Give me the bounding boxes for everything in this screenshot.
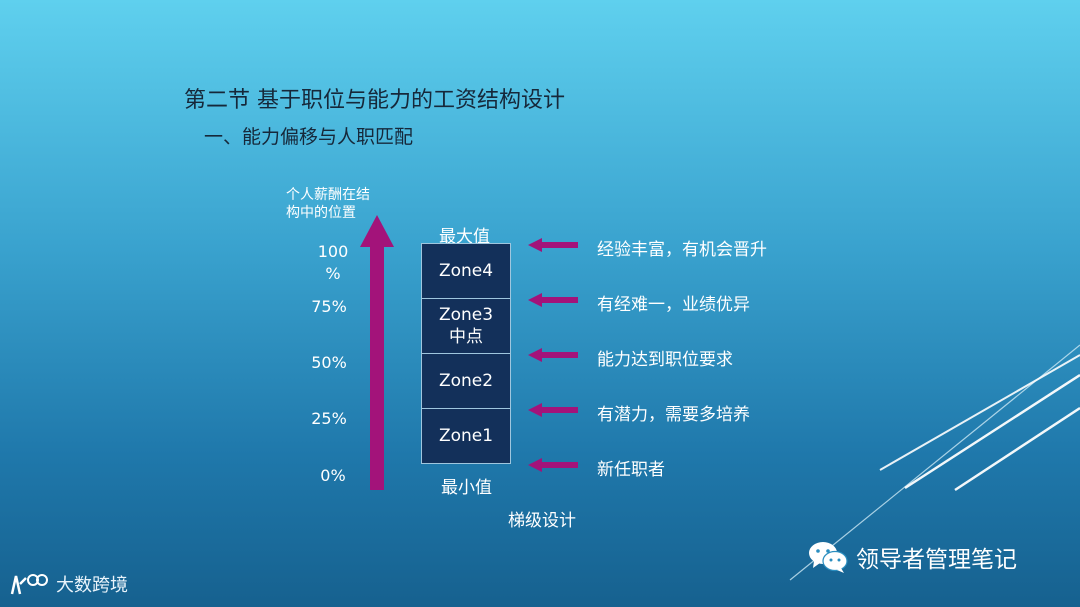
left-arrow-icon <box>528 293 578 307</box>
zone-4: Zone4 <box>421 243 511 299</box>
percent-label-50: 50% <box>311 353 347 372</box>
brand-logo-text: 大数跨境 <box>56 575 128 596</box>
left-arrow-icon <box>528 458 578 472</box>
max-label: 最大值 <box>439 227 490 247</box>
ladder-label: 梯级设计 <box>508 511 576 531</box>
slide-title: 第二节 基于职位与能力的工资结构设计 <box>184 88 565 113</box>
percent-label-100: 100 % <box>317 242 349 283</box>
left-arrow-icon <box>528 238 578 252</box>
description-4: 有潜力，需要多培养 <box>597 405 750 425</box>
percent-label-75: 75% <box>311 297 347 316</box>
zone-3: Zone3 中点 <box>421 298 511 354</box>
description-5: 新任职者 <box>597 460 665 480</box>
min-label: 最小值 <box>441 478 492 498</box>
description-3: 能力达到职位要求 <box>597 350 733 370</box>
vertical-arrow-icon <box>360 215 394 490</box>
description-2: 有经难一，业绩优异 <box>597 295 750 315</box>
left-arrow-icon <box>528 348 578 362</box>
wechat-watermark: 领导者管理笔记 <box>808 540 1017 574</box>
zone-1: Zone1 <box>421 408 511 464</box>
slide-subtitle: 一、能力偏移与人职匹配 <box>204 126 414 148</box>
axis-label: 个人薪酬在结构中的位置 <box>286 187 370 221</box>
brand-logo: 大数跨境 <box>8 570 128 598</box>
left-arrow-icon <box>528 403 578 417</box>
zone-2: Zone2 <box>421 353 511 409</box>
logo-icon <box>10 574 48 595</box>
percent-label-25: 25% <box>311 409 347 428</box>
description-1: 经验丰富，有机会晋升 <box>597 240 767 260</box>
wechat-account-name: 领导者管理笔记 <box>856 547 1017 573</box>
zone-stack: Zone4 Zone3 中点 Zone2 Zone1 <box>421 243 511 464</box>
percent-label-0: 0% <box>320 466 346 485</box>
wechat-icon <box>809 542 848 573</box>
